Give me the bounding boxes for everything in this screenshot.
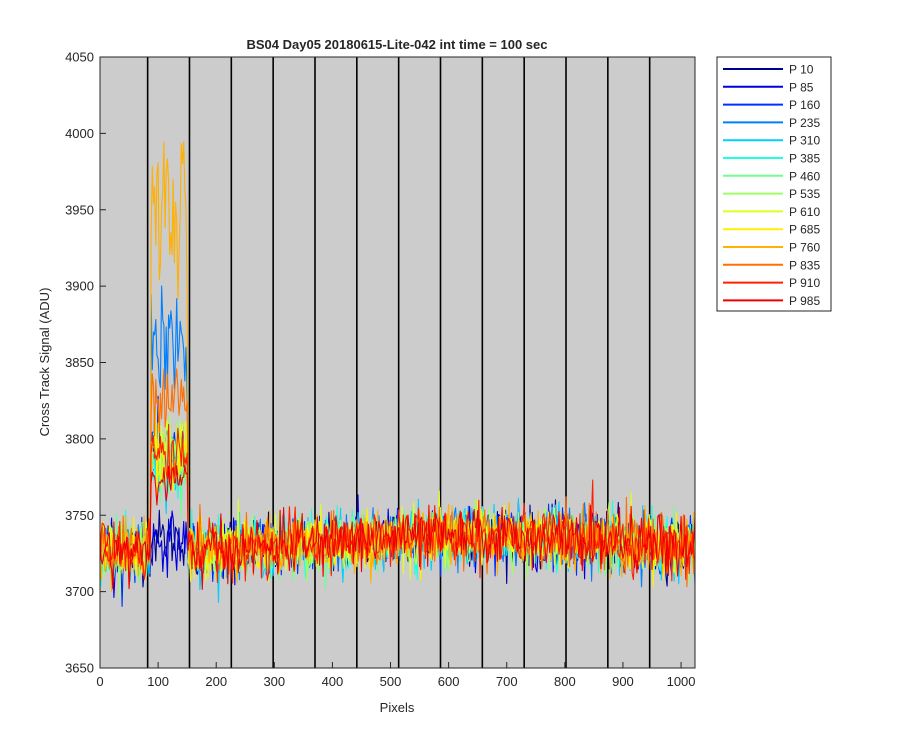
x-tick-label: 400 bbox=[322, 674, 344, 689]
legend-label: P 910 bbox=[789, 276, 820, 290]
legend-label: P 835 bbox=[789, 258, 820, 272]
x-tick-label: 0 bbox=[96, 674, 103, 689]
legend-label: P 160 bbox=[789, 98, 820, 112]
y-tick-label: 3650 bbox=[65, 661, 94, 676]
x-tick-label: 300 bbox=[263, 674, 285, 689]
legend-label: P 535 bbox=[789, 187, 820, 201]
y-tick-label: 3950 bbox=[65, 202, 94, 217]
legend-box bbox=[716, 56, 832, 312]
y-tick-label: 4050 bbox=[65, 50, 94, 65]
x-tick-label: 700 bbox=[496, 674, 518, 689]
y-tick-label: 3900 bbox=[65, 279, 94, 294]
y-tick-label: 3800 bbox=[65, 431, 94, 446]
x-tick-label: 600 bbox=[438, 674, 460, 689]
x-tick-label: 100 bbox=[147, 674, 169, 689]
y-tick-label: 3700 bbox=[65, 584, 94, 599]
series-layer bbox=[99, 141, 696, 607]
legend: P 10 P 85 P 160 P 235 P 310 P 385 P 460 P 535 P … bbox=[716, 56, 832, 312]
y-tick-label: 4000 bbox=[65, 126, 94, 141]
legend-label: P 85 bbox=[789, 80, 814, 94]
y-axis: 3650 3700 3750 3800 3850 3900 3950 4000 4050 bbox=[65, 50, 106, 676]
legend-label: P 10 bbox=[789, 63, 814, 77]
x-tick-label: 500 bbox=[380, 674, 402, 689]
x-axis: 0 100 200 300 400 500 600 700 800 900 1000 bbox=[96, 662, 696, 689]
y-tick-label: 3850 bbox=[65, 355, 94, 370]
x-tick-label: 900 bbox=[612, 674, 634, 689]
legend-label: P 760 bbox=[789, 241, 820, 255]
legend-label: P 685 bbox=[789, 223, 820, 237]
y-tick-label: 3750 bbox=[65, 508, 94, 523]
legend-label: P 385 bbox=[789, 152, 820, 166]
x-tick-label: 1000 bbox=[667, 674, 696, 689]
chart-title: BS04 Day05 20180615-Lite-042 int time = … bbox=[247, 37, 548, 52]
x-tick-label: 800 bbox=[554, 674, 576, 689]
series-line-p-835 bbox=[99, 368, 696, 588]
x-tick-label: 200 bbox=[205, 674, 227, 689]
legend-label: P 610 bbox=[789, 205, 820, 219]
legend-label: P 235 bbox=[789, 116, 820, 130]
series-line-p-985 bbox=[99, 464, 696, 590]
y-axis-label: Cross Track Signal (ADU) bbox=[37, 288, 52, 437]
legend-label: P 310 bbox=[789, 134, 820, 148]
x-axis-label: Pixels bbox=[380, 700, 415, 715]
legend-label: P 460 bbox=[789, 169, 820, 183]
legend-label: P 985 bbox=[789, 294, 820, 308]
